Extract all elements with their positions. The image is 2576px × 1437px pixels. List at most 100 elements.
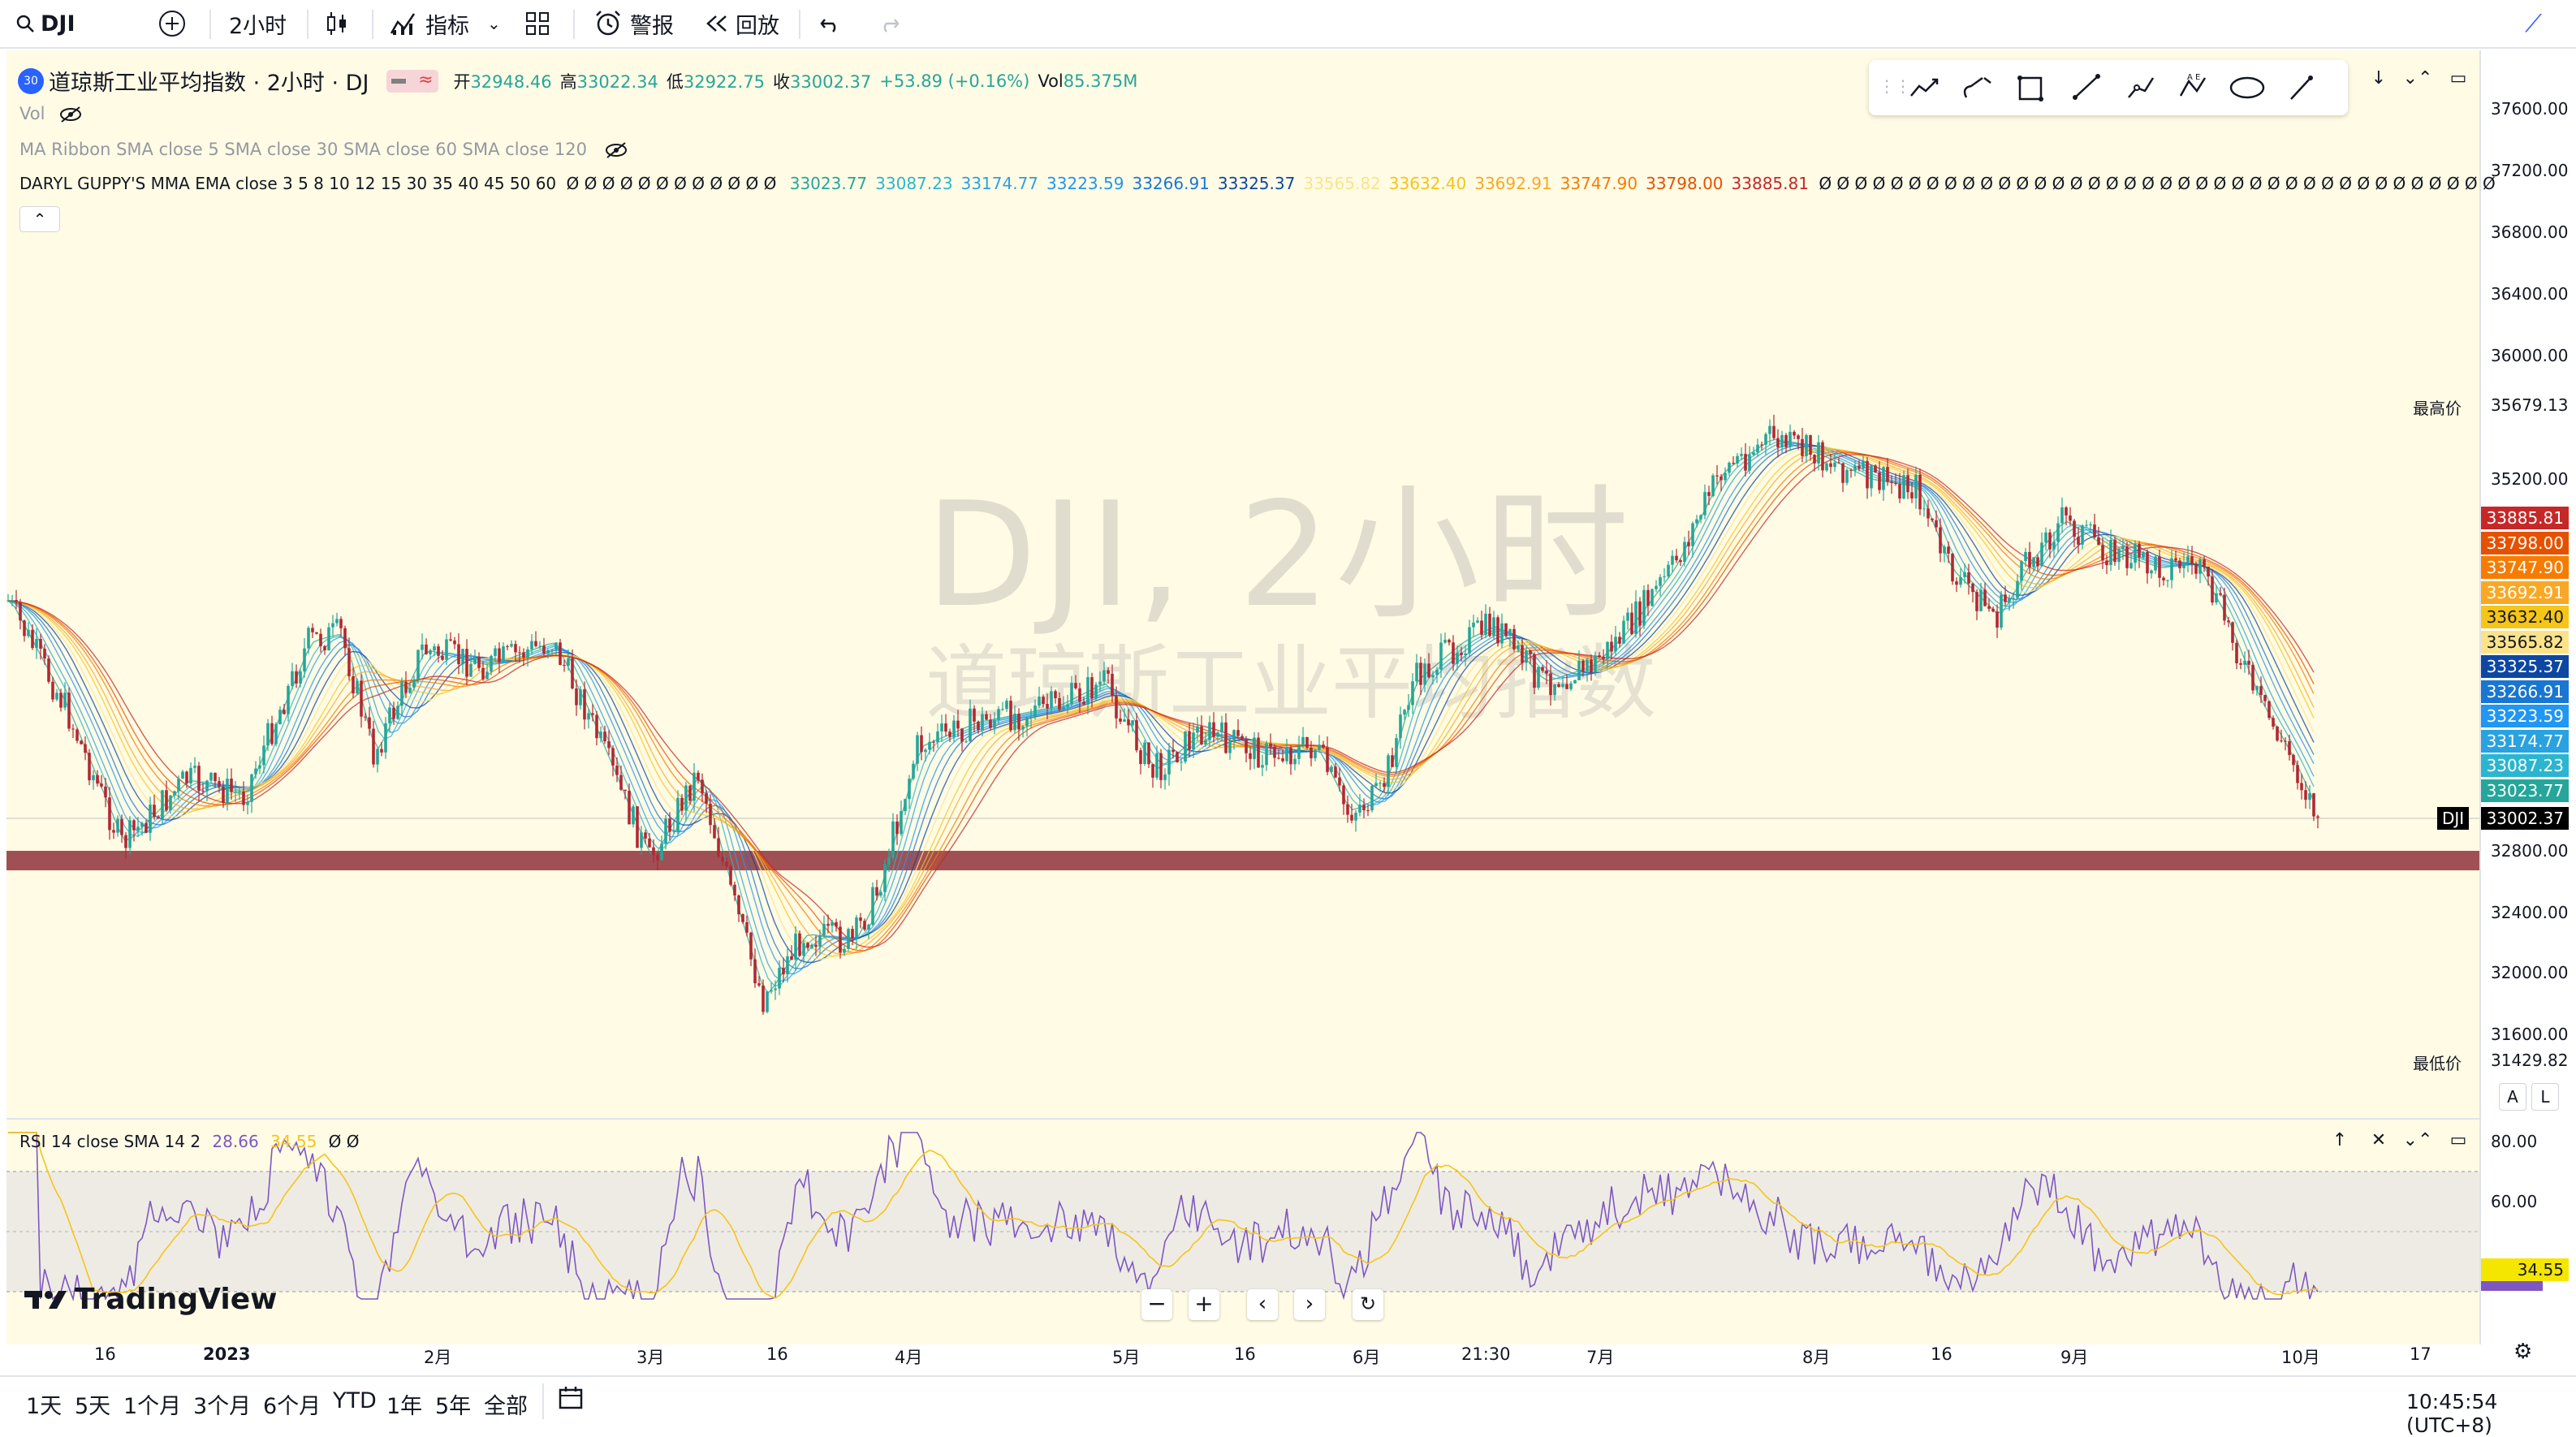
range-all[interactable]: 全部	[484, 1394, 528, 1419]
candle-body	[1415, 662, 1418, 682]
date-range-button[interactable]	[557, 1383, 586, 1416]
candle-body	[1890, 481, 1893, 483]
candle-body	[871, 887, 874, 925]
redo-button[interactable]	[877, 6, 901, 41]
symbol-title[interactable]: 道琼斯工业平均指数 · 2小时 · DJ	[49, 71, 369, 96]
indicators-button[interactable]: 指标 ⌄	[390, 6, 501, 41]
candle-body	[2109, 540, 2112, 566]
symbol-search[interactable]: DJI	[15, 6, 76, 41]
pattern-icon[interactable]: A E	[2179, 73, 2207, 97]
redo-icon	[883, 19, 900, 32]
candle-body	[1740, 454, 1743, 456]
candle-body	[1269, 743, 1272, 747]
candle-body	[1127, 719, 1130, 726]
range-6m[interactable]: 6个月	[263, 1394, 321, 1419]
range-5y[interactable]: 5年	[435, 1394, 472, 1419]
ellipse-icon[interactable]	[2229, 76, 2265, 99]
trend-line-icon[interactable]	[2073, 74, 2100, 100]
chart-type-button[interactable]	[323, 6, 351, 41]
clock[interactable]: 10:45:54 (UTC+8)	[2406, 1390, 2498, 1437]
auto-scale-button[interactable]: A	[2499, 1083, 2526, 1111]
chevron-down-icon[interactable]: ⌄	[487, 14, 501, 33]
candle-body	[900, 811, 903, 835]
candle-body	[364, 716, 367, 718]
ma-ribbon-legend[interactable]: MA Ribbon SMA close 5 SMA close 30 SMA c…	[19, 140, 628, 159]
rsi-move-up-button[interactable]: ↑	[2324, 1124, 2356, 1156]
market-status-icon	[391, 78, 407, 84]
collapse-pane-button[interactable]: ⌄⌃	[2401, 62, 2434, 94]
candle-body	[924, 749, 927, 753]
candle-body	[628, 791, 631, 825]
brush-icon[interactable]	[1963, 76, 1991, 98]
candle-body	[453, 640, 456, 645]
candle-body	[2166, 580, 2169, 581]
settings-gear-icon[interactable]: ⚙	[2513, 1340, 2533, 1364]
move-down-button[interactable]: ↓	[2362, 62, 2395, 94]
eye-off-icon[interactable]	[604, 141, 628, 159]
rsi-collapse-button[interactable]: ⌄⌃	[2401, 1124, 2434, 1156]
rsi-legend[interactable]: RSI 14 close SMA 14 2 28.66 34.55 Ø Ø	[19, 1132, 360, 1151]
rectangle-icon[interactable]	[2017, 76, 2043, 101]
scroll-left-button[interactable]: ‹	[1247, 1289, 1278, 1320]
rsi-label: RSI 14 close SMA 14 2	[19, 1132, 201, 1151]
rsi-maximize-button[interactable]: ▭	[2442, 1124, 2475, 1156]
chart-pane[interactable]	[6, 50, 2479, 1344]
range-5d[interactable]: 5天	[75, 1394, 111, 1419]
candle-body	[1606, 641, 1609, 659]
ohlc-open: 开32948.46	[453, 71, 552, 92]
candle-body	[1374, 783, 1378, 787]
last-price-tag: 33002.37	[2481, 807, 2569, 830]
ma-ribbon-label: MA Ribbon SMA close 5 SMA close 30 SMA c…	[19, 140, 588, 159]
divider	[542, 1383, 544, 1419]
maximize-pane-button[interactable]: ▭	[2442, 62, 2475, 94]
range-3m[interactable]: 3个月	[193, 1394, 252, 1419]
vol-legend[interactable]: Vol	[19, 104, 83, 123]
range-ytd[interactable]: YTD	[333, 1388, 377, 1413]
candle-body	[1496, 617, 1499, 644]
candle-body	[1492, 617, 1495, 637]
zoom-out-button[interactable]: −	[1141, 1289, 1172, 1320]
candle-body	[441, 655, 444, 660]
layout-button[interactable]	[524, 6, 550, 41]
vol-indicator-label: Vol	[19, 104, 45, 123]
range-1m[interactable]: 1个月	[123, 1394, 182, 1419]
path-icon[interactable]	[2128, 77, 2155, 98]
reset-chart-button[interactable]: ↻	[1353, 1289, 1383, 1320]
range-1d[interactable]: 1天	[26, 1394, 63, 1419]
candle-body	[1659, 576, 1662, 586]
candle-body	[632, 806, 635, 825]
replay-button[interactable]: 回放	[705, 6, 779, 41]
candle-body	[1744, 454, 1747, 471]
maximize-button[interactable]: ⟋	[2525, 6, 2542, 41]
arrow-line-icon[interactable]	[2290, 76, 2313, 100]
status-badge[interactable]: ≈	[386, 69, 439, 93]
candle-body	[396, 706, 399, 719]
candle-body	[1090, 677, 1094, 699]
divider	[307, 10, 309, 39]
candle-body	[1610, 641, 1613, 652]
interval-button[interactable]: 2小时	[229, 6, 287, 41]
tradingview-logo[interactable]: TradingView	[24, 1283, 277, 1316]
alert-button[interactable]: 警报	[593, 6, 674, 41]
range-1y[interactable]: 1年	[386, 1394, 423, 1419]
rsi-close-button[interactable]: ✕	[2362, 1124, 2395, 1156]
drag-handle-icon[interactable]: ⋮⋮	[1879, 76, 1911, 96]
compare-button[interactable]	[156, 6, 188, 41]
candle-body	[1829, 463, 1832, 468]
svg-text:A E: A E	[2187, 73, 2200, 82]
candle-body	[798, 933, 801, 956]
log-scale-button[interactable]: L	[2531, 1083, 2559, 1111]
arrow-down-icon: ↓	[2371, 67, 2387, 88]
collapse-legend-button[interactable]: ⌃	[19, 206, 60, 232]
trend-angle-icon[interactable]	[1910, 78, 1939, 97]
candle-body	[23, 620, 26, 637]
eye-off-icon[interactable]	[58, 106, 83, 123]
candle-body	[1987, 606, 1991, 609]
undo-button[interactable]	[818, 6, 843, 41]
scroll-right-button[interactable]: ›	[1294, 1289, 1325, 1320]
zoom-in-button[interactable]: +	[1189, 1289, 1219, 1320]
time-tick: 10月	[2281, 1348, 2320, 1367]
guppy-value: 33266.91	[1132, 174, 1210, 193]
guppy-legend[interactable]: DARYL GUPPY'S MMA EMA close 3 5 8 10 12 …	[19, 174, 2496, 193]
candle-body	[1253, 737, 1256, 759]
